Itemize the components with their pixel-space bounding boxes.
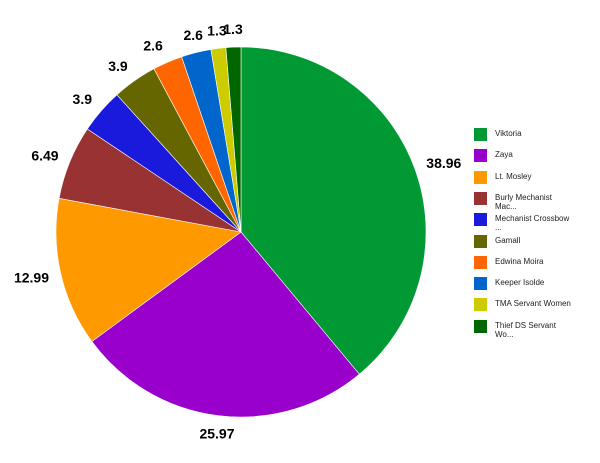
- data-label-6: 3.9: [108, 58, 128, 74]
- legend-swatch: [474, 170, 487, 184]
- data-label-4: 6.49: [31, 147, 58, 163]
- data-label-3: 12.99: [14, 269, 49, 285]
- legend-label: Lt. Mosley: [495, 171, 532, 181]
- legend-swatch: [474, 319, 487, 333]
- data-label-9: 1.3: [207, 23, 227, 39]
- legend-swatch: [474, 191, 487, 205]
- data-label-8: 2.6: [183, 27, 203, 43]
- pie-slice-1: [240, 46, 427, 375]
- legend-swatch: [474, 128, 487, 141]
- legend-item: Burly Mechanist Mac...: [474, 191, 594, 216]
- legend-item: TMA Servant Women: [474, 298, 594, 322]
- legend-item: Mechanist Crossbow...: [474, 213, 594, 237]
- legend-swatch: [474, 149, 487, 163]
- legend-item: Lt. Mosley: [474, 170, 594, 195]
- data-label-1: 38.96: [426, 155, 461, 171]
- legend-label: Thief DS Servant Wo...: [495, 320, 556, 339]
- pie-slice-10: [225, 46, 242, 233]
- legend-swatch: [474, 213, 487, 227]
- legend-label: Burly Mechanist Mac...: [495, 192, 552, 211]
- legend-item: Gamall: [474, 234, 594, 259]
- legend-swatch: [474, 234, 487, 248]
- legend-label: Keeper Isolde: [495, 278, 545, 288]
- legend-item: Edwina Moira: [474, 255, 594, 280]
- legend-label: TMA Servant Women: [495, 299, 571, 309]
- legend-label: Edwina Moira: [495, 256, 544, 266]
- pie-slices: [55, 46, 427, 418]
- legend-swatch: [474, 298, 487, 312]
- legend-swatch: [474, 277, 487, 291]
- data-label-5: 3.9: [73, 91, 93, 107]
- pie-slice-3: [55, 197, 242, 342]
- legend-item: Viktoria: [474, 128, 594, 152]
- pie-slice-2: [91, 231, 360, 418]
- data-label-2: 25.97: [199, 426, 234, 442]
- legend-label: Gamall: [495, 235, 521, 245]
- legend-label: Viktoria: [495, 129, 522, 138]
- legend-label: Zaya: [495, 150, 513, 160]
- data-label-7: 2.6: [143, 38, 163, 54]
- data-label-10: 1.3: [223, 21, 243, 37]
- legend-item: Keeper Isolde: [474, 277, 594, 301]
- legend-swatch: [474, 255, 487, 269]
- legend-label: Mechanist Crossbow...: [495, 214, 570, 233]
- legend-item: Zaya: [474, 149, 594, 173]
- legend-item: Thief DS Servant Wo...: [474, 319, 594, 344]
